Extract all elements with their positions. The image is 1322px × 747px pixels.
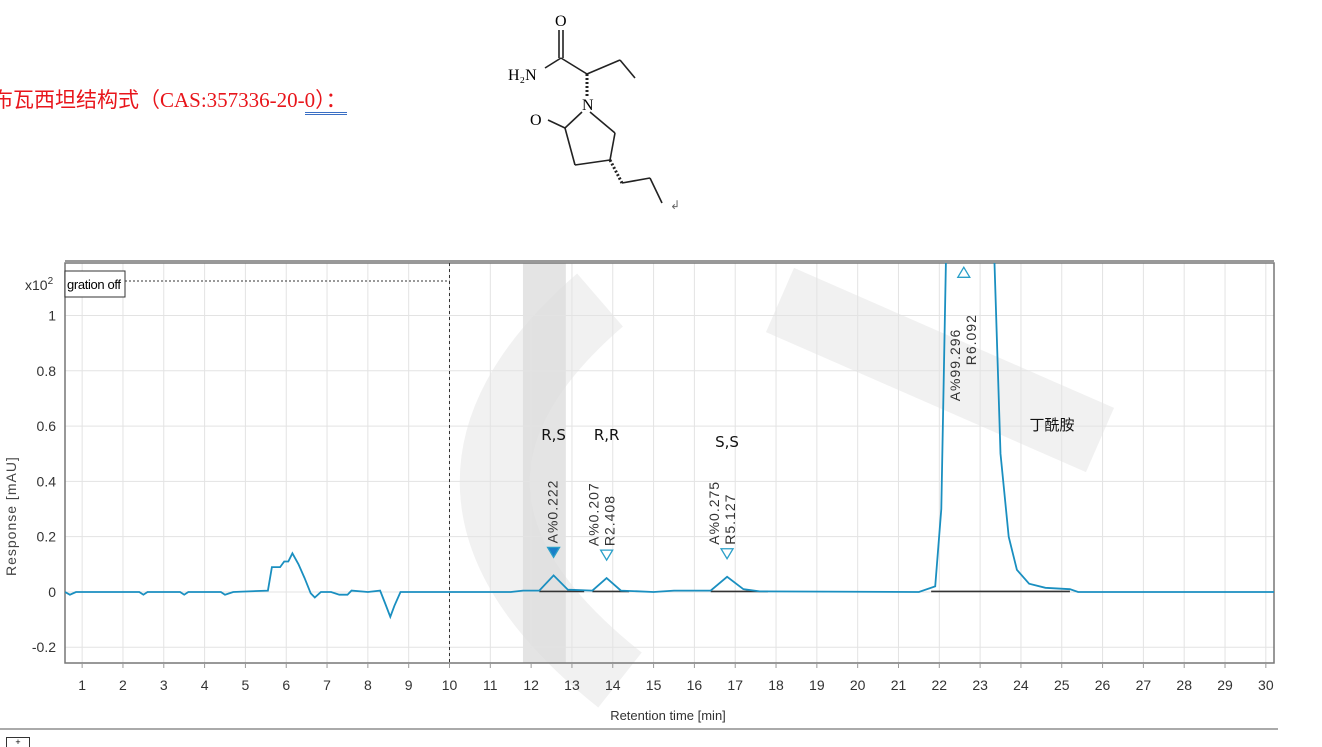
table-anchor-icon[interactable]: + xyxy=(6,737,30,747)
peak-area-percent: A%0.222 xyxy=(545,480,561,544)
structure-caption: 布瓦西坦结构式（CAS:357336-20-0）： xyxy=(0,84,347,115)
x-tick-label: 14 xyxy=(605,677,621,693)
x-tick-label: 8 xyxy=(364,677,372,693)
highlight-band xyxy=(522,263,566,663)
x-tick-label: 13 xyxy=(564,677,580,693)
atom-n: N xyxy=(582,97,594,114)
integration-label-box xyxy=(64,270,126,298)
y-tick-label: 0 xyxy=(48,584,56,600)
x-tick-label: 26 xyxy=(1095,677,1111,693)
integration-label: gration off xyxy=(67,277,121,292)
x-tick-label: 18 xyxy=(768,677,784,693)
paragraph-mark: ↲ xyxy=(670,198,680,212)
y-multiplier: x102 xyxy=(25,276,54,293)
peak-area-percent: A%99.296 xyxy=(947,329,963,402)
x-tick-label: 23 xyxy=(972,677,988,693)
peak-marker-icon xyxy=(719,548,735,561)
x-tick-label: 6 xyxy=(282,677,290,693)
x-tick-label: 21 xyxy=(891,677,907,693)
chromatogram-trace xyxy=(65,263,1274,620)
x-tick-label: 11 xyxy=(483,677,498,693)
x-tick-label: 7 xyxy=(323,677,331,693)
y-tick-label: 0.4 xyxy=(37,473,57,489)
x-tick-label: 20 xyxy=(850,677,866,693)
x-tick-label: 19 xyxy=(809,677,825,693)
x-tick-label: 3 xyxy=(160,677,168,693)
peak-area-percent: A%0.207 xyxy=(586,482,602,546)
x-tick-label: 27 xyxy=(1136,677,1152,693)
x-tick-label: 28 xyxy=(1176,677,1192,693)
brivaracetam-structure: O H₂N N O ↲ xyxy=(508,13,680,212)
atom-o-ring: O xyxy=(530,112,542,129)
page-divider xyxy=(0,728,1278,730)
y-tick-label: 0.8 xyxy=(37,363,57,379)
peak-area-percent: A%0.275 xyxy=(706,481,722,545)
caption-tail: 0）： xyxy=(304,88,347,115)
x-tick-label: 17 xyxy=(727,677,743,693)
atom-o-top: O xyxy=(555,13,567,30)
x-tick-label: 5 xyxy=(242,677,250,693)
x-tick-label: 10 xyxy=(442,677,458,693)
x-tick-label: 25 xyxy=(1054,677,1070,693)
x-tick-label: 4 xyxy=(201,677,209,693)
peak-label: R,R xyxy=(594,426,620,444)
peak-marker-icon xyxy=(956,266,971,278)
y-axis-label: Response [mAU] xyxy=(3,456,19,576)
caption-main: 布瓦西坦结构式（CAS:357336-20- xyxy=(0,88,305,112)
x-tick-label: 29 xyxy=(1217,677,1233,693)
peak-label: S,S xyxy=(715,433,739,451)
peak-label: R,S xyxy=(541,426,566,444)
grid xyxy=(65,263,1274,663)
atom-amine: H₂N xyxy=(508,67,537,84)
peak-resolution: R6.092 xyxy=(963,314,979,365)
peak-marker-icon xyxy=(546,546,561,559)
y-tick-label: 1 xyxy=(48,308,56,324)
x-tick-label: 22 xyxy=(932,677,948,693)
x-tick-label: 24 xyxy=(1013,677,1029,693)
peak-resolution: R5.127 xyxy=(722,494,738,545)
peak-resolution: R2.408 xyxy=(602,495,618,546)
x-tick-label: 12 xyxy=(523,677,539,693)
x-tick-label: 16 xyxy=(687,677,703,693)
y-tick-label: 0.2 xyxy=(37,529,57,545)
y-tick-label: -0.2 xyxy=(32,639,56,655)
x-tick-label: 9 xyxy=(405,677,413,693)
x-tick-label: 15 xyxy=(646,677,662,693)
plot-frame xyxy=(64,262,1275,664)
y-tick-label: 0.6 xyxy=(37,418,57,434)
x-axis-label: Retention time [min] xyxy=(610,708,726,723)
x-tick-label: 1 xyxy=(78,677,86,693)
x-tick-label: 2 xyxy=(119,677,127,693)
peak-label: 丁酰胺 xyxy=(1029,416,1074,434)
x-tick-label: 30 xyxy=(1258,677,1274,693)
peak-marker-icon xyxy=(599,549,614,562)
